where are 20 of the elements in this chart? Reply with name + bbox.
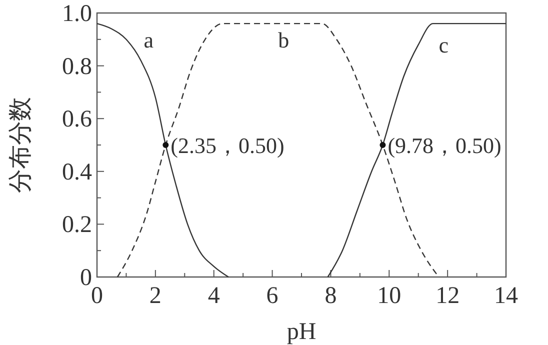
annotation: (2.35，0.50): [170, 133, 284, 158]
x-tick-label: 4: [208, 283, 220, 309]
x-tick-label: 6: [266, 283, 278, 309]
x-tick-label: 8: [324, 283, 337, 309]
x-axis-title: pH: [286, 319, 316, 345]
y-tick-label: 0.4: [62, 159, 92, 186]
y-axis-title: 分布分数: [8, 97, 34, 193]
y-tick-label: 0.8: [62, 54, 92, 80]
y-tick-label: 0.2: [62, 212, 92, 238]
series-label: a: [144, 27, 154, 52]
series-label: c: [438, 32, 449, 58]
y-tick-label: 0: [80, 265, 92, 291]
x-tick-label: 2: [149, 283, 162, 309]
annotation: (9.78，0.50): [388, 133, 502, 158]
y-tick-label: 0.6: [62, 106, 92, 133]
series-label: b: [278, 27, 290, 52]
y-tick-label: 1.0: [62, 1, 92, 27]
x-tick-label: 14: [494, 283, 518, 309]
x-tick-label: 10: [377, 283, 402, 309]
x-tick-label: 12: [436, 283, 460, 309]
